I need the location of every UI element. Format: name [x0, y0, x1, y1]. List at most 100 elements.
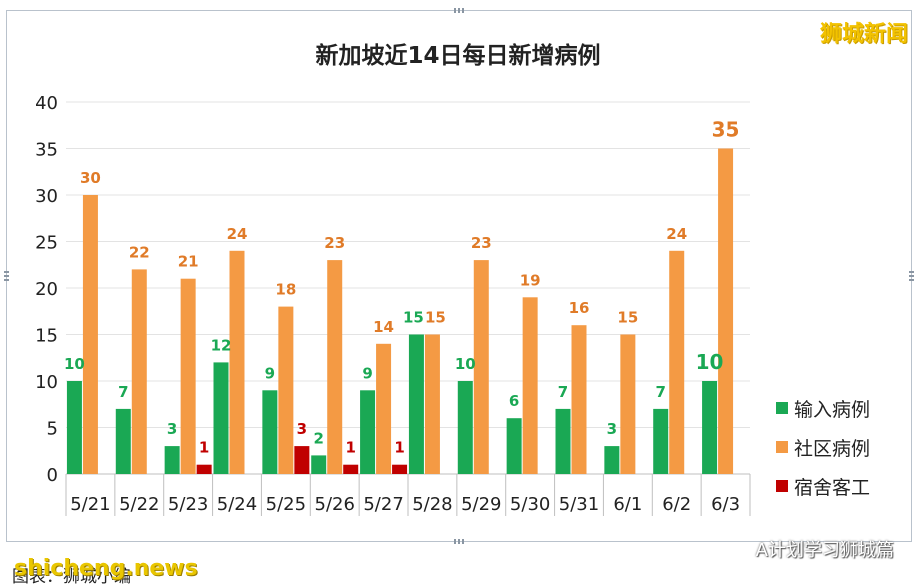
bar	[327, 260, 343, 474]
resize-handle-bottom[interactable]	[454, 539, 466, 544]
bar	[392, 464, 408, 474]
y-tick-label: 35	[35, 140, 58, 161]
x-tick-label: 5/22	[119, 494, 159, 515]
data-label: 9	[265, 364, 275, 382]
data-label: 15	[425, 309, 446, 327]
bar	[457, 381, 473, 474]
bar	[473, 260, 489, 474]
data-label: 19	[520, 271, 541, 289]
data-label: 1	[394, 439, 404, 457]
bar	[424, 334, 440, 474]
data-label: 15	[403, 309, 424, 327]
legend-swatch	[776, 441, 788, 453]
data-label: 14	[373, 318, 394, 336]
data-label: 2	[313, 429, 323, 447]
bar	[555, 408, 571, 474]
resize-handle-left[interactable]	[4, 269, 9, 281]
data-label: 12	[211, 336, 232, 354]
gridlines	[66, 101, 750, 428]
data-label: 23	[324, 234, 345, 252]
bar	[571, 325, 587, 474]
data-label: 18	[275, 281, 296, 299]
chart-title: 新加坡近14日每日新增病例	[315, 42, 600, 69]
bar	[718, 148, 734, 474]
bar	[278, 306, 294, 474]
data-label: 10	[696, 350, 724, 374]
axes: 0 5 10 15 20 25 30 35 40 5/21 5/22 5/23 5/24 5/25 5/26…	[35, 93, 751, 516]
bar	[620, 334, 636, 474]
data-label: 23	[471, 234, 492, 252]
bar	[360, 390, 376, 474]
y-tick-label: 30	[35, 186, 58, 207]
x-tick-label: 5/24	[217, 494, 257, 515]
bar	[229, 250, 245, 474]
x-tick-label: 5/26	[315, 494, 355, 515]
x-tick-label: 6/1	[613, 494, 642, 515]
x-tick-label: 5/28	[412, 494, 452, 515]
data-label: 7	[655, 383, 665, 401]
bar	[115, 408, 131, 474]
x-tick-label: 5/29	[461, 494, 501, 515]
y-tick-label: 15	[35, 326, 58, 347]
bar	[653, 408, 669, 474]
data-label: 35	[712, 118, 740, 142]
legend-label: 社区病例	[794, 438, 870, 460]
bar	[343, 464, 359, 474]
x-tick-label: 5/23	[168, 494, 208, 515]
x-tick-label: 5/30	[510, 494, 550, 515]
y-tick-label: 10	[35, 372, 58, 393]
legend-swatch	[776, 402, 788, 414]
bar	[604, 446, 620, 474]
bottom-caption: 图表：狮城小编	[12, 567, 131, 587]
y-tick-label: 5	[47, 419, 58, 440]
y-tick-label: 40	[35, 93, 58, 114]
bar	[196, 464, 212, 474]
bar	[506, 418, 522, 474]
data-label: 3	[607, 420, 617, 438]
y-tick-label: 20	[35, 279, 58, 300]
bar	[180, 278, 196, 474]
watermark-bottom-right: A计划学习狮城篇	[755, 540, 894, 561]
x-tick-label: 6/2	[662, 494, 691, 515]
data-label: 10	[455, 355, 476, 373]
bar	[131, 269, 147, 474]
watermark-top: 狮城新闻	[819, 22, 908, 47]
data-label: 3	[297, 420, 307, 438]
y-tick-label: 25	[35, 233, 58, 254]
bar	[311, 455, 327, 474]
bar	[213, 362, 229, 474]
data-label: 1	[345, 439, 355, 457]
resize-handle-top[interactable]	[454, 8, 466, 13]
data-label: 1	[199, 439, 209, 457]
data-label: 10	[64, 355, 85, 373]
data-label: 15	[617, 309, 638, 327]
data-label: 9	[362, 364, 372, 382]
data-label: 24	[666, 225, 687, 243]
resize-handle-right[interactable]	[909, 269, 914, 281]
bars	[66, 148, 734, 474]
bar	[262, 390, 278, 474]
bar	[702, 381, 718, 474]
x-tick-label: 6/3	[711, 494, 740, 515]
x-tick-label: 5/31	[559, 494, 599, 515]
bar	[669, 250, 685, 474]
data-label: 3	[167, 420, 177, 438]
bar	[376, 343, 392, 474]
bar	[82, 195, 98, 474]
data-label: 16	[569, 299, 590, 317]
legend-label: 输入病例	[794, 399, 870, 421]
bar	[522, 297, 538, 474]
data-label: 24	[227, 225, 248, 243]
data-label: 7	[118, 383, 128, 401]
bar	[164, 446, 180, 474]
x-tick-label: 5/21	[70, 494, 110, 515]
bar	[408, 334, 424, 474]
data-label: 21	[178, 253, 199, 271]
data-label: 22	[129, 243, 150, 261]
y-tick-label: 0	[47, 465, 58, 486]
data-labels: 10 7 3 12 9 2 9 15 10 6 7 3 7 10 30 22 21 24 18 23 14 15 23 19 1…	[64, 118, 740, 457]
watermark-bottom-left: shicheng.news	[14, 556, 198, 581]
x-tick-label: 5/25	[266, 494, 306, 515]
